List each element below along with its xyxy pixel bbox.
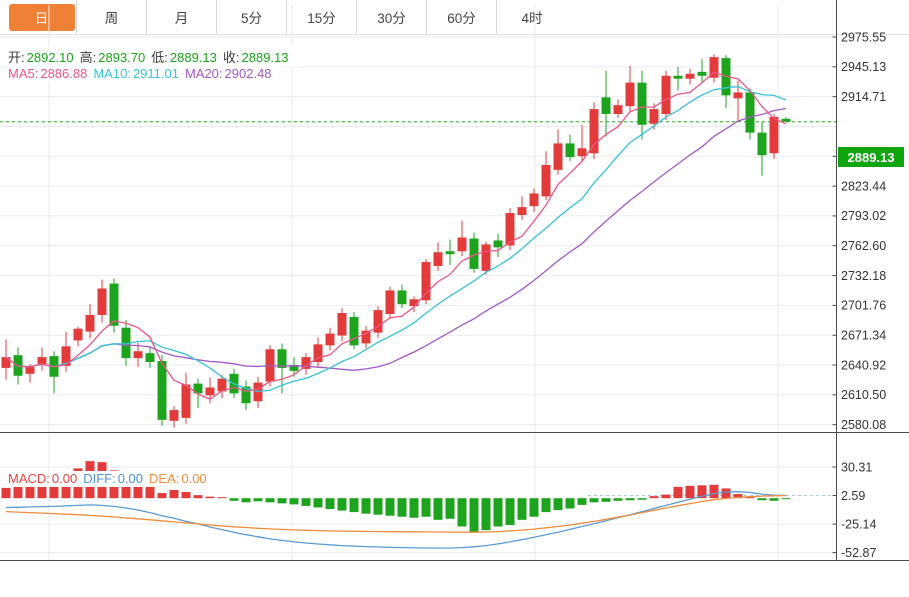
stat-label: DEA: <box>149 471 180 486</box>
tab-label: 月 <box>174 11 189 26</box>
tab-timeframe-5[interactable]: 15分 <box>287 0 357 34</box>
tab-timeframe-8[interactable]: 4时 <box>497 0 567 34</box>
current-price-tag: 2889.13 <box>838 147 904 167</box>
axis-tick-label: 2640.92 <box>841 358 886 372</box>
axis-tick-label: -25.14 <box>841 517 876 531</box>
stat-value: 0.00 <box>181 471 207 486</box>
tab-timeframe-6[interactable]: 30分 <box>357 0 427 34</box>
stat-label: DIFF: <box>83 471 116 486</box>
ma-values-bar: MA5: 2886.88 MA10: 2911.01 MA20: 2902.48 <box>8 66 282 82</box>
tab-label: 日 <box>8 3 75 31</box>
stat-label: 高: <box>79 50 97 65</box>
axis-tick-label: 30.31 <box>841 460 872 474</box>
axis-tick-label: 2610.50 <box>841 388 886 402</box>
axis-tick-label: 2793.02 <box>841 209 886 223</box>
ohlc-quote-bar: 开: 2892.10 高: 2893.70 低: 2889.13 收: 2889.13 <box>8 47 299 67</box>
stat-label: MA10: <box>93 66 131 81</box>
stat-label: 开: <box>8 50 25 65</box>
tab-label: 15分 <box>307 11 336 26</box>
stat-label: 收: <box>222 50 240 65</box>
axis-tick-label: 2762.60 <box>841 239 886 253</box>
stat-value: 2892.10 <box>26 50 74 65</box>
stat-label: MA20: <box>184 66 223 81</box>
tab-label: 5分 <box>240 11 262 26</box>
stat-value: 2893.70 <box>98 50 146 65</box>
axis-tick-label: 2945.13 <box>841 60 886 74</box>
axis-tick-label: 2671.34 <box>841 329 886 343</box>
stat-value: 2886.88 <box>40 66 88 81</box>
axis-tick-label: 2.59 <box>841 489 865 503</box>
axis-tick-label: 2732.18 <box>841 269 886 283</box>
stat-label: 低: <box>151 50 168 65</box>
axis-tick-label: 2914.71 <box>841 90 886 104</box>
tab-timeframe-3[interactable]: 月 <box>147 0 217 34</box>
stat-label: MA5: <box>8 66 39 81</box>
axis-tick-label: 2975.55 <box>841 30 886 44</box>
stat-label: MACD: <box>8 471 50 486</box>
macd-values-bar: MACD: 0.00 DIFF: 0.00 DEA: 0.00 <box>8 471 217 487</box>
tab-label: 4时 <box>521 11 543 26</box>
axis-tick-label: 2701.76 <box>841 299 886 313</box>
tab-timeframe-7[interactable]: 60分 <box>427 0 497 34</box>
tab-timeframe-1[interactable]: 日 <box>7 0 77 34</box>
stat-value: 2889.13 <box>169 50 217 65</box>
stat-value: 2889.13 <box>241 50 289 65</box>
tab-label: 30分 <box>377 11 406 26</box>
stat-value: 2911.01 <box>132 66 179 81</box>
axis-tick-label: -52.87 <box>841 546 876 560</box>
tab-timeframe-4[interactable]: 5分 <box>217 0 287 34</box>
tab-label: 周 <box>104 11 119 26</box>
timeframe-toolbar: 日 周 月 5分 15分 30分 60分 4时 <box>0 0 909 35</box>
stat-value: 0.00 <box>51 471 78 486</box>
axis-tick-label: 2823.44 <box>841 179 886 193</box>
stat-value: 2902.48 <box>224 66 272 81</box>
stat-value: 0.00 <box>117 471 144 486</box>
axis-tick-label: 2580.08 <box>841 418 886 432</box>
tab-timeframe-2[interactable]: 周 <box>77 0 147 34</box>
tab-label: 60分 <box>447 11 476 26</box>
